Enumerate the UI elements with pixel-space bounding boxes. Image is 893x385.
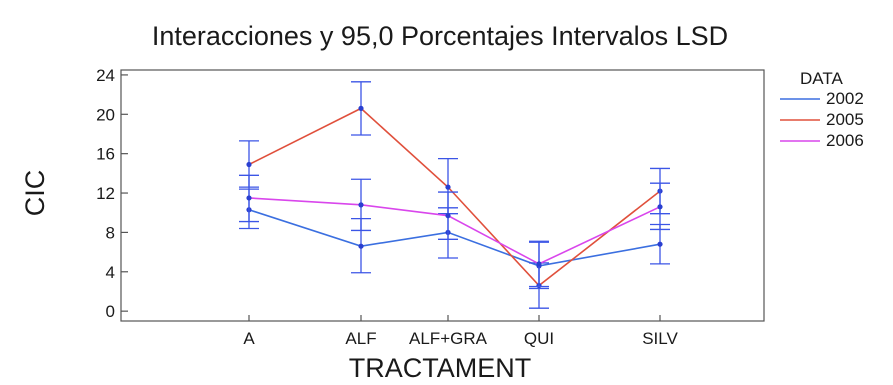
series-line <box>248 107 661 287</box>
data-point <box>657 241 663 247</box>
chart-title: Interacciones y 95,0 Porcentajes Interva… <box>152 21 728 51</box>
x-axis-title: TRACTAMENT <box>349 353 532 383</box>
legend-label: 2006 <box>826 131 864 150</box>
y-axis: 0 4 8 12 16 20 24 <box>96 66 128 321</box>
x-tick-label: SILV <box>642 329 678 348</box>
x-tick-label: ALF+GRA <box>409 329 488 348</box>
legend-item-2002: 2002 <box>780 89 864 108</box>
x-tick-label: A <box>243 329 255 348</box>
x-tick-label: ALF <box>345 329 376 348</box>
y-tick-label: 12 <box>96 184 115 203</box>
x-tick-label: QUI <box>524 329 554 348</box>
legend-title: DATA <box>800 69 843 88</box>
x-axis: A ALF ALF+GRA QUI SILV <box>243 315 678 348</box>
data-point <box>246 161 252 168</box>
legend-label: 2005 <box>826 110 864 129</box>
series-2005 <box>239 81 670 309</box>
data-point <box>445 213 451 219</box>
y-tick-label: 24 <box>96 66 115 85</box>
series-layer <box>239 81 670 309</box>
y-tick-label: 8 <box>106 223 115 242</box>
y-tick-label: 20 <box>96 105 115 124</box>
data-point <box>358 243 364 249</box>
data-point <box>445 184 451 190</box>
y-tick-label: 4 <box>106 263 115 282</box>
legend-label: 2002 <box>826 89 864 108</box>
plot-frame <box>120 69 765 322</box>
data-point <box>246 195 252 201</box>
data-point <box>657 204 663 210</box>
legend: 2002 2005 2006 <box>780 89 864 150</box>
data-point <box>536 261 542 267</box>
y-tick-label: 0 <box>106 302 115 321</box>
data-point <box>358 105 364 111</box>
y-tick-label: 16 <box>96 145 115 164</box>
series-2006 <box>239 174 670 288</box>
legend-item-2006: 2006 <box>780 131 864 150</box>
legend-item-2005: 2005 <box>780 110 864 129</box>
y-axis-title: CIC <box>20 170 50 217</box>
data-point <box>358 202 364 208</box>
